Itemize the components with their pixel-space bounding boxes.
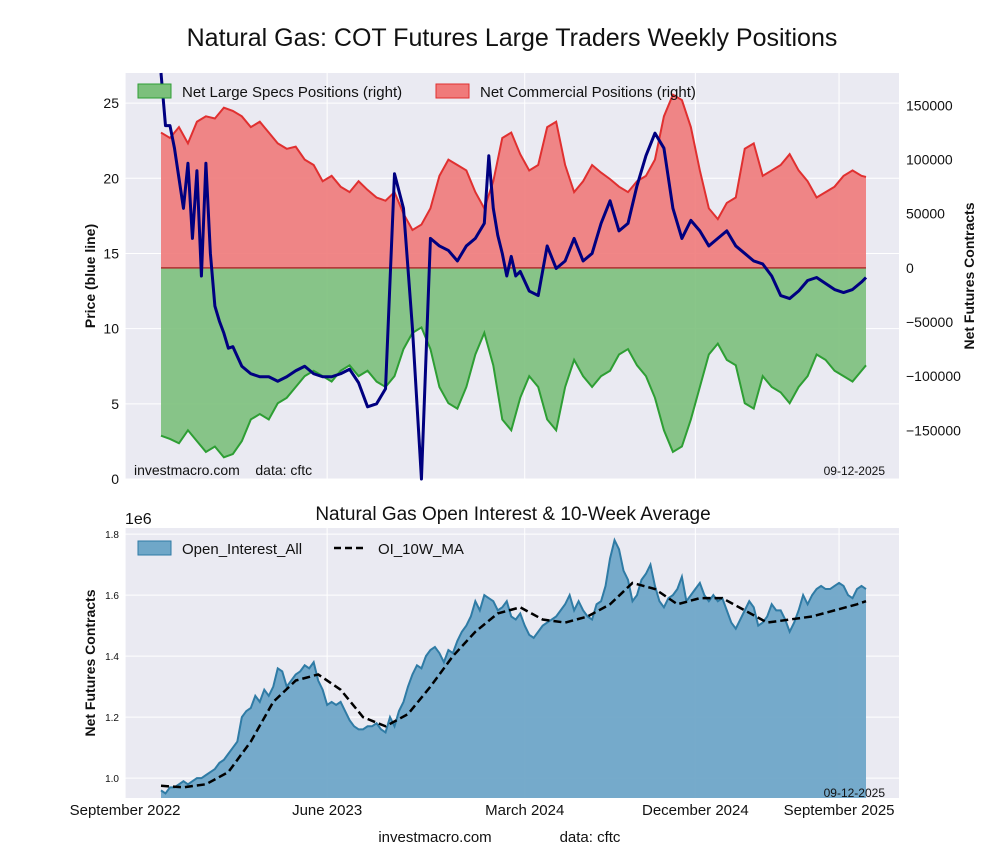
bottom-y-tick-label: 1.0 — [105, 774, 119, 785]
open-interest-area — [161, 540, 866, 798]
left-tick-label: 10 — [103, 321, 119, 337]
right-tick-label: 150000 — [906, 97, 953, 113]
bottom-y-tick-label: 1.2 — [105, 713, 119, 724]
x-tick-label: September 2022 — [70, 802, 181, 819]
right-tick-label: 0 — [906, 260, 914, 276]
legend-swatch-specs — [137, 83, 172, 99]
bottom-y-tick-label: 1.4 — [105, 652, 119, 663]
ma-line — [160, 581, 867, 789]
bottom-y-axis-ticks: 1.0 1.2 1.4 1.6 1.8 — [105, 530, 119, 785]
legend-label-commercial: Net Commercial Positions (right) — [480, 84, 696, 101]
series-bottom — [160, 537, 867, 798]
bottom-y-tick-label: 1.8 — [105, 530, 119, 541]
left-tick-label: 25 — [103, 95, 119, 111]
right-axis-ticks: 150000 100000 50000 0 −50000 −100000 −150000 — [906, 97, 961, 438]
chart-title-bottom: Natural Gas Open Interest & 10-Week Aver… — [315, 504, 710, 525]
left-axis-ticks: 0 5 10 15 20 25 — [103, 95, 119, 487]
open-interest-line — [160, 537, 867, 795]
legend-top: Net Large Specs Positions (right) Net Co… — [137, 83, 696, 101]
chart-title-top: Natural Gas: COT Futures Large Traders W… — [187, 24, 838, 52]
right-tick-label: −50000 — [906, 314, 953, 330]
right-tick-label: −150000 — [906, 422, 961, 438]
legend-label-ma: OI_10W_MA — [378, 541, 464, 558]
left-tick-label: 20 — [103, 170, 119, 186]
specs-area — [161, 267, 866, 458]
left-tick-label: 0 — [111, 471, 119, 487]
series-top — [159, 72, 868, 481]
x-tick-label: September 2025 — [784, 802, 895, 819]
y-offset-label: 1e6 — [125, 511, 152, 528]
right-tick-label: 50000 — [906, 206, 945, 222]
right-tick-label: −100000 — [906, 368, 961, 384]
footer-data: data: cftc — [560, 829, 621, 846]
price-line — [159, 72, 868, 481]
watermark-source-top: investmacro.com data: cftc — [134, 462, 312, 478]
legend-label-specs: Net Large Specs Positions (right) — [182, 84, 402, 101]
commercial-line — [160, 93, 867, 232]
legend-swatch-open-interest — [137, 540, 172, 556]
x-tick-label: March 2024 — [485, 802, 564, 819]
x-tick-label: December 2024 — [642, 802, 749, 819]
right-tick-label: 100000 — [906, 152, 953, 168]
watermark-date-top: 09-12-2025 — [824, 464, 886, 478]
legend-label-open-interest: Open_Interest_All — [182, 541, 302, 558]
footer-site: investmacro.com — [378, 829, 491, 846]
y-axis-label-left-top: Price (blue line) — [82, 224, 98, 328]
watermark-date-bottom: 09-12-2025 — [824, 786, 886, 800]
specs-line — [160, 325, 867, 459]
bottom-y-tick-label: 1.6 — [105, 591, 119, 602]
legend-bottom: Open_Interest_All OI_10W_MA — [137, 540, 464, 558]
legend-swatch-commercial — [435, 83, 470, 99]
left-tick-label: 15 — [103, 245, 119, 261]
y-axis-label-right-top: Net Futures Contracts — [961, 202, 977, 349]
y-axis-label-bottom: Net Futures Contracts — [82, 589, 98, 736]
bottom-x-axis-ticks: September 2022 June 2023 March 2024 Decembe… — [70, 802, 895, 819]
left-tick-label: 5 — [111, 396, 119, 412]
x-tick-label: June 2023 — [292, 802, 362, 819]
